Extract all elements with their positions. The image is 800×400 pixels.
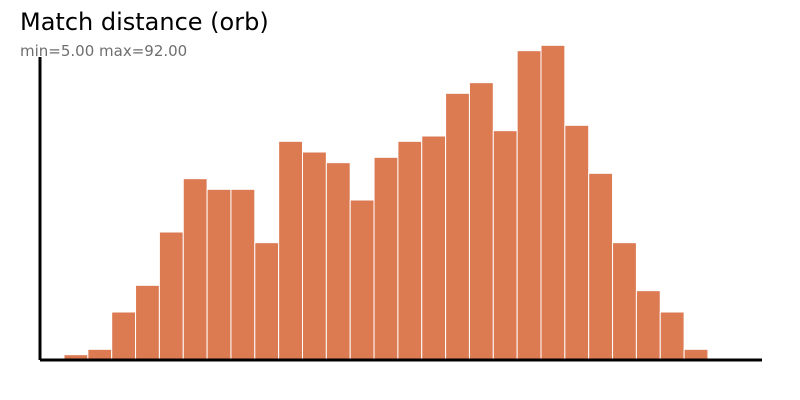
- histogram-bar-14: [397, 140, 423, 361]
- histogram-bar-18: [492, 130, 518, 361]
- histogram-bar-24: [635, 290, 661, 361]
- histogram-bar-22: [588, 172, 614, 361]
- histogram-bar-16: [445, 92, 470, 361]
- histogram-bar-4: [158, 231, 184, 361]
- histogram-bar-7: [230, 188, 256, 361]
- histogram-bar-2: [111, 311, 137, 361]
- histogram-bar-26: [683, 348, 709, 361]
- chart-subtitle: min=5.00 max=92.00: [20, 42, 188, 60]
- histogram-bar-6: [206, 188, 232, 361]
- histogram-bar-15: [421, 135, 447, 361]
- histogram-bar-19: [516, 50, 542, 361]
- histogram-bar-23: [612, 242, 637, 361]
- histogram-bar-3: [135, 284, 160, 361]
- histogram-bar-12: [349, 199, 375, 361]
- histogram-bar-11: [325, 162, 351, 361]
- chart-title: Match distance (orb): [20, 8, 269, 36]
- histogram-bar-10: [302, 151, 327, 361]
- histogram-bar-21: [564, 124, 590, 361]
- histogram-bar-8: [254, 242, 280, 361]
- histogram-bar-25: [659, 311, 685, 361]
- histogram-bar-17: [468, 82, 494, 361]
- histogram-bars: [63, 44, 709, 361]
- histogram-bar-5: [182, 178, 208, 361]
- histogram-bar-1: [87, 348, 113, 361]
- histogram-bar-20: [540, 44, 566, 361]
- histogram-bar-9: [278, 140, 303, 361]
- histogram-bar-13: [373, 156, 399, 361]
